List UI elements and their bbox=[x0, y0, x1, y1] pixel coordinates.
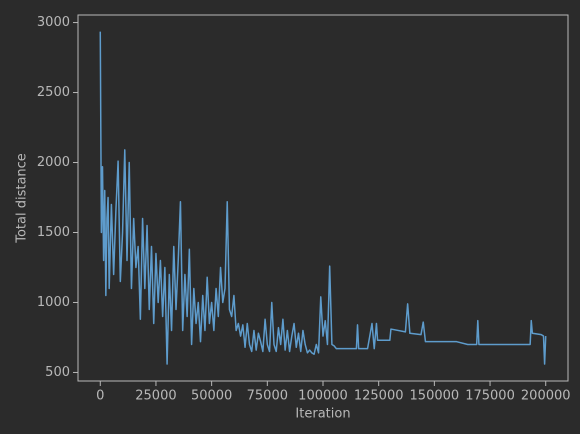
data-line bbox=[99, 31, 547, 365]
x-tick-label: 100000 bbox=[298, 389, 348, 404]
x-tick-label: 75000 bbox=[247, 389, 288, 404]
x-tick-label: 125000 bbox=[354, 389, 404, 404]
y-tick-label: 2500 bbox=[37, 85, 70, 100]
x-tick-label: 0 bbox=[96, 389, 104, 404]
y-tick-label: 1000 bbox=[37, 295, 70, 310]
x-tick-label: 175000 bbox=[465, 389, 515, 404]
x-axis-label: Iteration bbox=[295, 407, 350, 422]
x-tick-label: 150000 bbox=[410, 389, 460, 404]
y-axis-label: Total distance bbox=[15, 153, 30, 244]
y-tick-label: 3000 bbox=[37, 15, 70, 30]
x-tick-label: 50000 bbox=[191, 389, 232, 404]
x-tick-label: 25000 bbox=[135, 389, 176, 404]
y-tick-label: 500 bbox=[45, 365, 70, 380]
y-tick-label: 2000 bbox=[37, 155, 70, 170]
y-tick-label: 1500 bbox=[37, 225, 70, 240]
x-tick-label: 200000 bbox=[521, 389, 571, 404]
